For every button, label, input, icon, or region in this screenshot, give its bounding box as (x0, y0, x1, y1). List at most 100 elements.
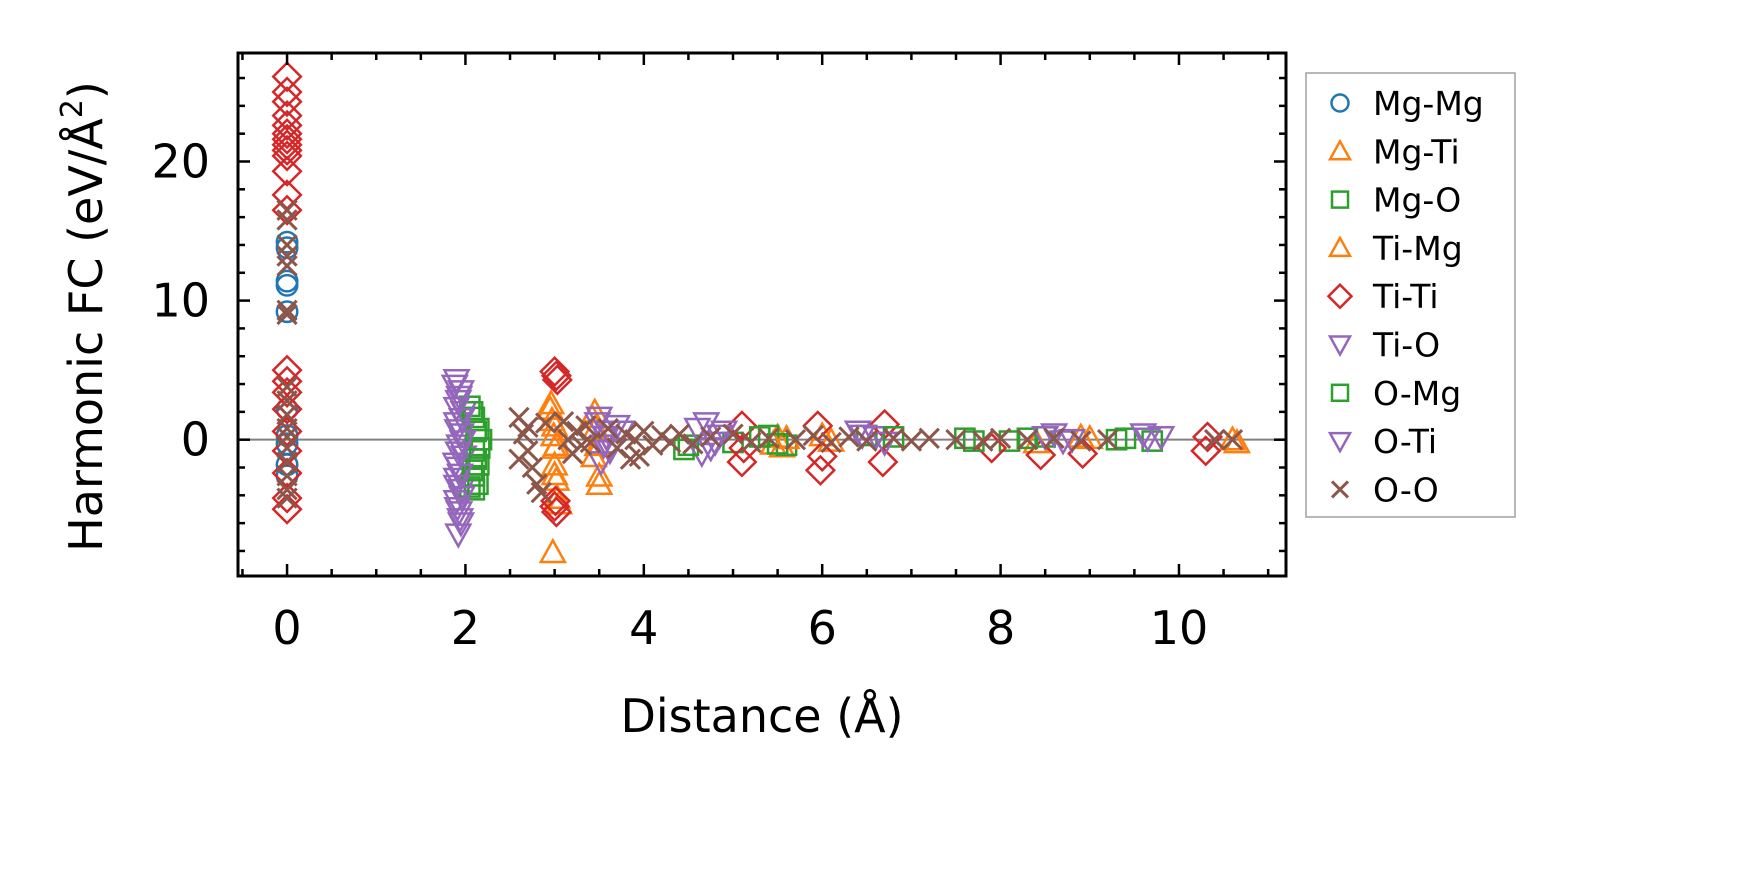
data-point (271, 155, 303, 187)
data-point (802, 424, 824, 447)
data-point (1191, 421, 1224, 453)
data-point (276, 299, 298, 321)
data-point (1133, 427, 1162, 453)
data-point (1057, 428, 1087, 455)
data-point (276, 255, 298, 277)
series-o-o (276, 199, 1244, 509)
data-point (597, 417, 619, 440)
data-point (882, 427, 905, 449)
legend-item: O-Mg (1330, 374, 1461, 413)
y-axis-title: Harmonic FC (eV/Å2) (55, 81, 113, 552)
data-point (508, 448, 530, 470)
data-point (867, 446, 899, 478)
data-point (633, 420, 655, 443)
data-point (804, 454, 836, 486)
data-point (740, 431, 762, 454)
data-point (972, 430, 994, 452)
x-tick-label: 10 (1150, 601, 1209, 655)
data-point (540, 450, 569, 476)
data-point (989, 427, 1012, 449)
data-point (276, 199, 298, 221)
data-point (585, 461, 614, 487)
x-tick-label: 0 (272, 601, 301, 655)
data-point (918, 427, 940, 449)
data-point (276, 303, 298, 326)
legend: Mg-Mg Mg-Ti Mg-O Ti-Mg Ti-Ti Ti-O O-Mg O-Ti O-O (1305, 72, 1516, 518)
data-point (276, 487, 298, 509)
data-point (552, 410, 575, 433)
data-point (1039, 423, 1069, 449)
data-point (536, 388, 566, 415)
data-point (848, 424, 877, 451)
legend-item: O-Ti (1327, 422, 1437, 461)
legend-marker (1327, 235, 1353, 258)
data-point (1203, 429, 1226, 451)
data-point (276, 245, 298, 267)
legend-marker (1327, 431, 1353, 454)
data-point (539, 490, 571, 523)
data-point (468, 437, 491, 459)
data-point (541, 364, 573, 396)
data-point (271, 76, 303, 108)
data-point (784, 429, 807, 451)
data-point (1096, 429, 1119, 451)
data-point (579, 431, 601, 454)
data-point (271, 354, 303, 386)
x-tick-label: 6 (808, 601, 837, 655)
data-point (271, 61, 303, 93)
legend-label: Ti-O (1372, 326, 1440, 365)
legend-marker (1330, 480, 1350, 499)
legend-marker (1330, 190, 1350, 209)
legend-marker (1330, 383, 1350, 403)
data-point (275, 273, 299, 297)
data-point (628, 445, 651, 468)
data-point (705, 424, 734, 451)
data-point (271, 482, 303, 514)
data-point (463, 406, 486, 429)
data-point (535, 412, 557, 434)
data-point (677, 434, 700, 457)
data-point (540, 360, 572, 392)
data-point (461, 459, 484, 482)
data-point (276, 209, 298, 231)
data-point (820, 431, 842, 454)
y-axis-title-main: Harmonic FC (eV/Å (59, 118, 113, 552)
legend-box (1305, 72, 1516, 518)
y-axis-title-superscript: 2 (55, 99, 90, 118)
data-point (530, 481, 552, 504)
data-point (275, 300, 299, 324)
data-point (271, 376, 303, 408)
data-point (726, 446, 758, 478)
data-point (606, 437, 628, 459)
data-point (271, 118, 303, 150)
data-point (838, 426, 860, 448)
data-point (540, 496, 572, 528)
data-point (700, 426, 722, 448)
x-tick-label: 4 (629, 601, 658, 655)
data-point (1190, 435, 1222, 467)
data-point (444, 523, 473, 549)
data-point (271, 134, 303, 166)
legend-marker (1330, 93, 1350, 113)
data-point (945, 429, 967, 451)
legend-label: O-Ti (1373, 422, 1437, 461)
legend-item: O-O (1330, 470, 1439, 509)
data-point (467, 473, 489, 496)
data-point (538, 537, 567, 564)
data-point (539, 355, 571, 388)
data-point (271, 493, 303, 525)
x-tick-label: 8 (986, 601, 1015, 655)
data-point (806, 440, 838, 472)
legend-item: Ti-O (1327, 326, 1440, 365)
data-point (1016, 429, 1039, 451)
legend-items: Mg-Mg Mg-Ti Mg-O Ti-Mg Ti-Ti Ti-O O-Mg O-Ti O-O (1326, 84, 1484, 509)
data-point (1218, 425, 1247, 451)
y-tick-label: 20 (151, 134, 210, 188)
data-point (465, 448, 487, 471)
legend-marker (1326, 282, 1354, 310)
data-point (540, 459, 569, 486)
marker-layer (271, 61, 1252, 564)
data-point (275, 230, 299, 254)
legend-label: Mg-O (1373, 181, 1461, 220)
data-point (586, 451, 616, 477)
